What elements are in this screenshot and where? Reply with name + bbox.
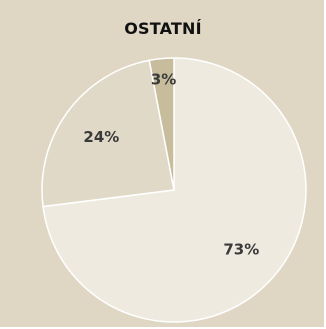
pie-slice-1 <box>41 59 175 208</box>
pie-label-1: 24% <box>83 128 119 146</box>
chart-title: OSTATNÍ <box>124 19 202 38</box>
pie-label-2: 3% <box>151 71 176 89</box>
pie-label-0: 73% <box>223 240 259 258</box>
pie-slice-2 <box>148 57 175 191</box>
